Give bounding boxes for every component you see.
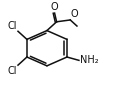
Text: O: O xyxy=(50,2,58,12)
Text: NH₂: NH₂ xyxy=(80,55,99,65)
Text: O: O xyxy=(71,9,79,19)
Text: Cl: Cl xyxy=(8,21,17,31)
Text: Cl: Cl xyxy=(8,66,17,76)
